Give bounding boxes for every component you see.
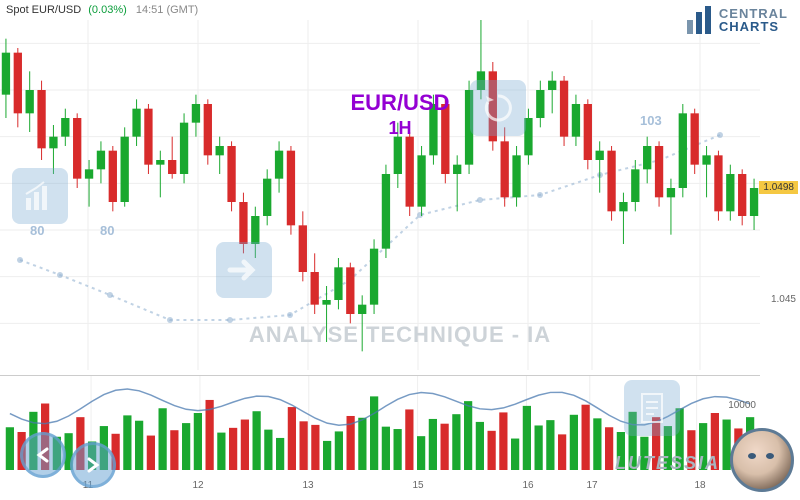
brand-logo: CENTRAL CHARTS [685, 6, 788, 34]
pct-change: (0.03%) [88, 4, 127, 16]
x-tick-label: 13 [302, 480, 313, 491]
chart-icon [12, 168, 68, 224]
y-axis: 1.045 1.0498 [760, 20, 798, 370]
doc-icon [624, 380, 680, 436]
x-tick-label: 16 [522, 480, 533, 491]
volume-tick: 10000 [728, 400, 756, 411]
chart-header: Spot EUR/USD (0.03%) 14:51 (GMT) [6, 4, 198, 16]
avatar-icon[interactable] [730, 428, 794, 492]
y-tick-label: 1.045 [771, 294, 796, 305]
x-tick-label: 15 [412, 480, 423, 491]
svg-text:103: 103 [640, 113, 662, 128]
svg-text:80: 80 [100, 223, 114, 238]
x-tick-label: 18 [694, 480, 705, 491]
lutessia-label: LUTESSIA [615, 453, 720, 474]
timestamp: 14:51 (GMT) [136, 4, 198, 16]
pair-label: EUR/USD [350, 90, 449, 116]
x-tick-label: 17 [586, 480, 597, 491]
svg-text:80: 80 [30, 223, 44, 238]
candlestick-chart[interactable]: 80 80 103 [0, 20, 760, 370]
x-axis: 11121315161718 [0, 480, 760, 496]
arrow-right-icon [216, 242, 272, 298]
analyse-label: ANALYSE TECHNIQUE - IA [249, 322, 551, 348]
chart-container: Spot EUR/USD (0.03%) 14:51 (GMT) CENTRAL… [0, 0, 800, 500]
candlestick-svg: 80 80 103 [0, 20, 760, 370]
ticker-label: Spot EUR/USD [6, 4, 81, 16]
circle-arrow-left-icon[interactable] [20, 432, 66, 478]
logo-icon [685, 6, 713, 34]
circle-arrow-right-icon[interactable] [70, 442, 116, 488]
x-tick-label: 12 [192, 480, 203, 491]
refresh-icon [470, 80, 526, 136]
chart-title: EUR/USD 1H [350, 90, 449, 139]
logo-line2: CHARTS [719, 20, 788, 33]
timeframe-label: 1H [350, 118, 449, 139]
current-price-badge: 1.0498 [759, 181, 798, 194]
